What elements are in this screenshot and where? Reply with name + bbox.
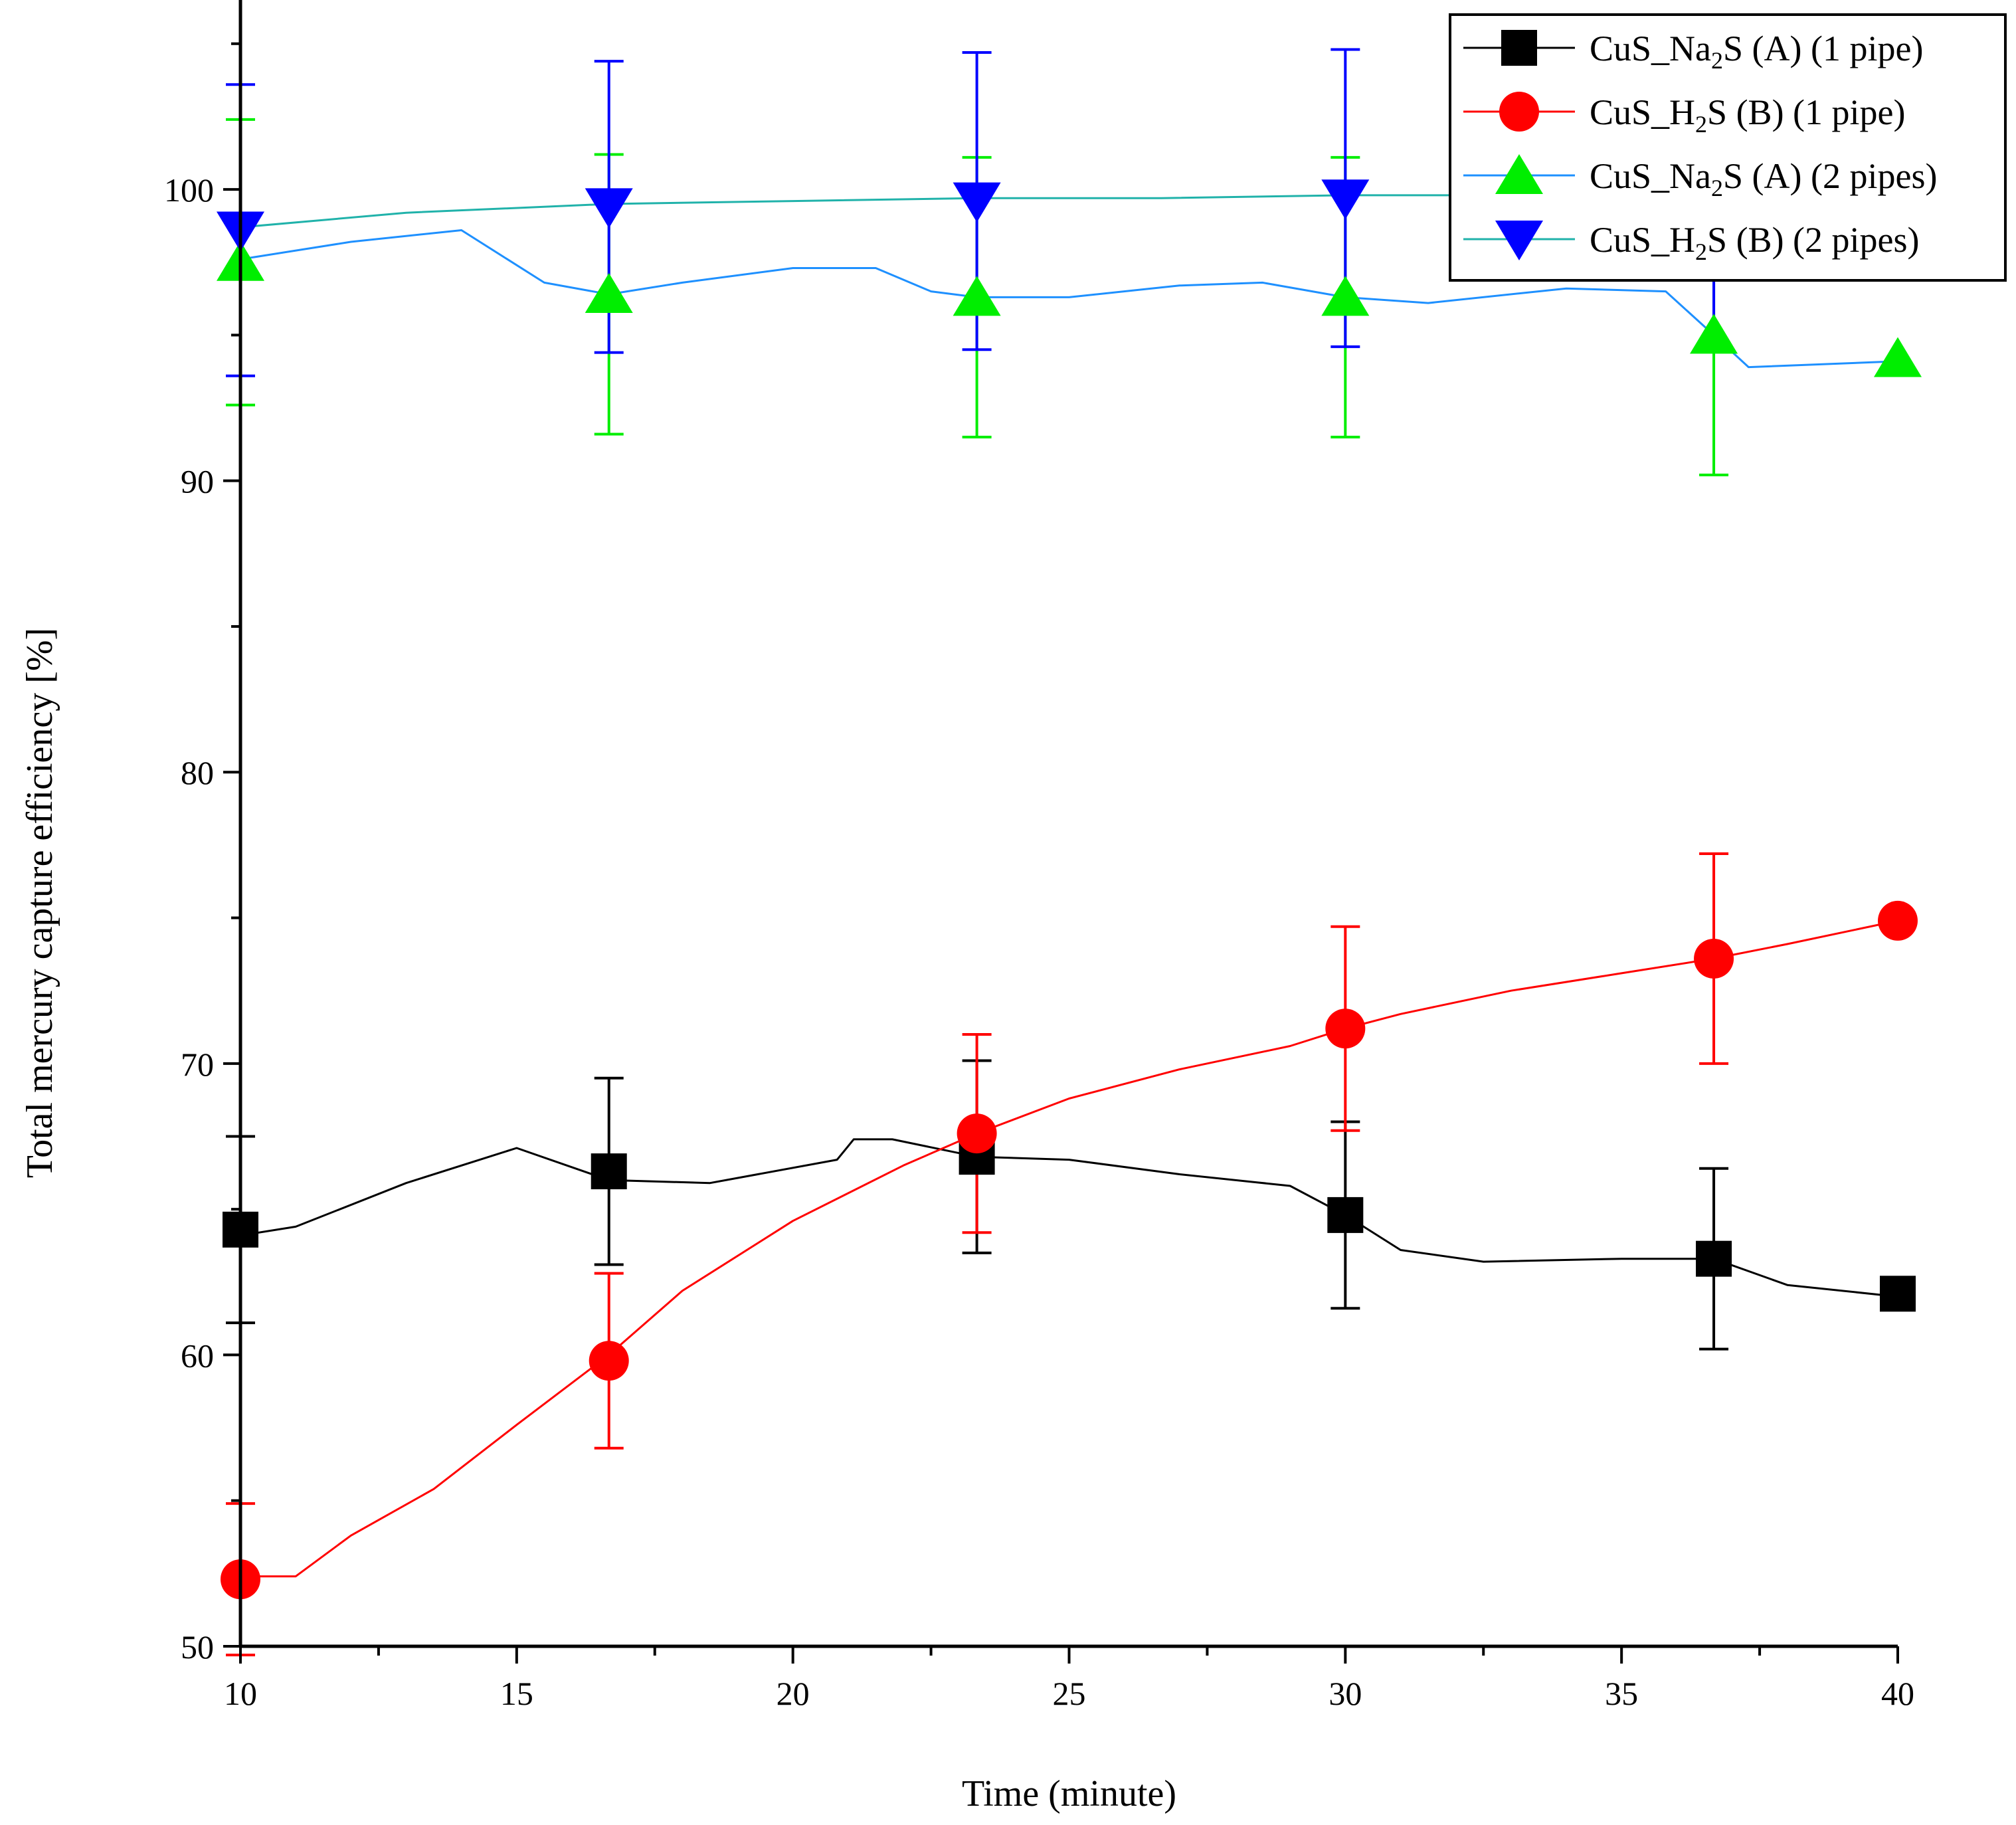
data-point-s4: [953, 182, 1001, 223]
x-tick-label: 20: [777, 1675, 810, 1712]
data-point-s1: [1327, 1197, 1364, 1233]
legend-marker-2: [1499, 92, 1539, 132]
y-tick-label: 70: [181, 1046, 214, 1083]
data-point-s1: [1880, 1276, 1916, 1312]
legend-marker-4: [1495, 221, 1543, 260]
legend-box: [1449, 13, 2007, 282]
x-tick-label: 30: [1329, 1675, 1362, 1712]
axes: 10 15 20 25 30 35 40 50 60 70 80 90 100: [164, 0, 1914, 1712]
data-point-s4: [585, 188, 633, 229]
legend-label-1: CuS_Na2S (A) (1 pipe): [1590, 29, 1923, 74]
y-tick-label: 100: [164, 171, 214, 209]
legend-label-4: CuS_H2S (B) (2 pipes): [1590, 220, 1920, 265]
legend-marker-1: [1501, 30, 1537, 66]
data-point-s1: [1696, 1240, 1732, 1277]
data-point-s2: [957, 1113, 997, 1154]
series-markers: [217, 176, 1922, 1600]
data-point-s3: [1874, 337, 1922, 377]
data-point-s3: [585, 272, 633, 313]
x-tick-label: 25: [1053, 1675, 1086, 1712]
data-point-s2: [589, 1341, 629, 1381]
legend-marker-3: [1495, 154, 1543, 194]
data-point-s4: [1321, 179, 1370, 220]
y-ticks: 50 60 70 80 90 100: [164, 42, 240, 1666]
data-point-s2: [1325, 1009, 1366, 1049]
series-line-1: [240, 1138, 1898, 1298]
y-tick-label: 50: [181, 1628, 214, 1666]
x-ticks: 10 15 20 25 30 35 40: [224, 1646, 1914, 1712]
series-line-2: [240, 919, 1898, 1578]
data-point-s3: [953, 276, 1001, 316]
x-tick-label: 15: [500, 1675, 533, 1712]
y-tick-label: 90: [181, 463, 214, 500]
series-line-3: [240, 229, 1898, 369]
data-point-s3: [1321, 276, 1370, 316]
y-tick-label: 80: [181, 754, 214, 791]
x-tick-label: 10: [224, 1675, 257, 1712]
y-tick-label: 60: [181, 1337, 214, 1374]
data-point-s2: [1878, 900, 1918, 941]
data-point-s3: [1690, 314, 1738, 354]
x-tick-label: 35: [1605, 1675, 1638, 1712]
y-axis-title: Total mercury capture efficiency [%]: [19, 628, 60, 1178]
x-axis-title: Time (minute): [962, 1773, 1176, 1814]
legend: CuS_Na2S (A) (1 pipe) CuS_H2S (B) (1 pipe…: [1449, 13, 2007, 282]
legend-label-2: CuS_H2S (B) (1 pipe): [1590, 92, 1906, 138]
data-point-s2: [1694, 938, 1734, 979]
series-lines: [240, 194, 1898, 1578]
x-tick-label: 40: [1881, 1675, 1914, 1712]
data-point-s1: [591, 1153, 627, 1190]
legend-label-3: CuS_Na2S (A) (2 pipes): [1590, 156, 1937, 201]
